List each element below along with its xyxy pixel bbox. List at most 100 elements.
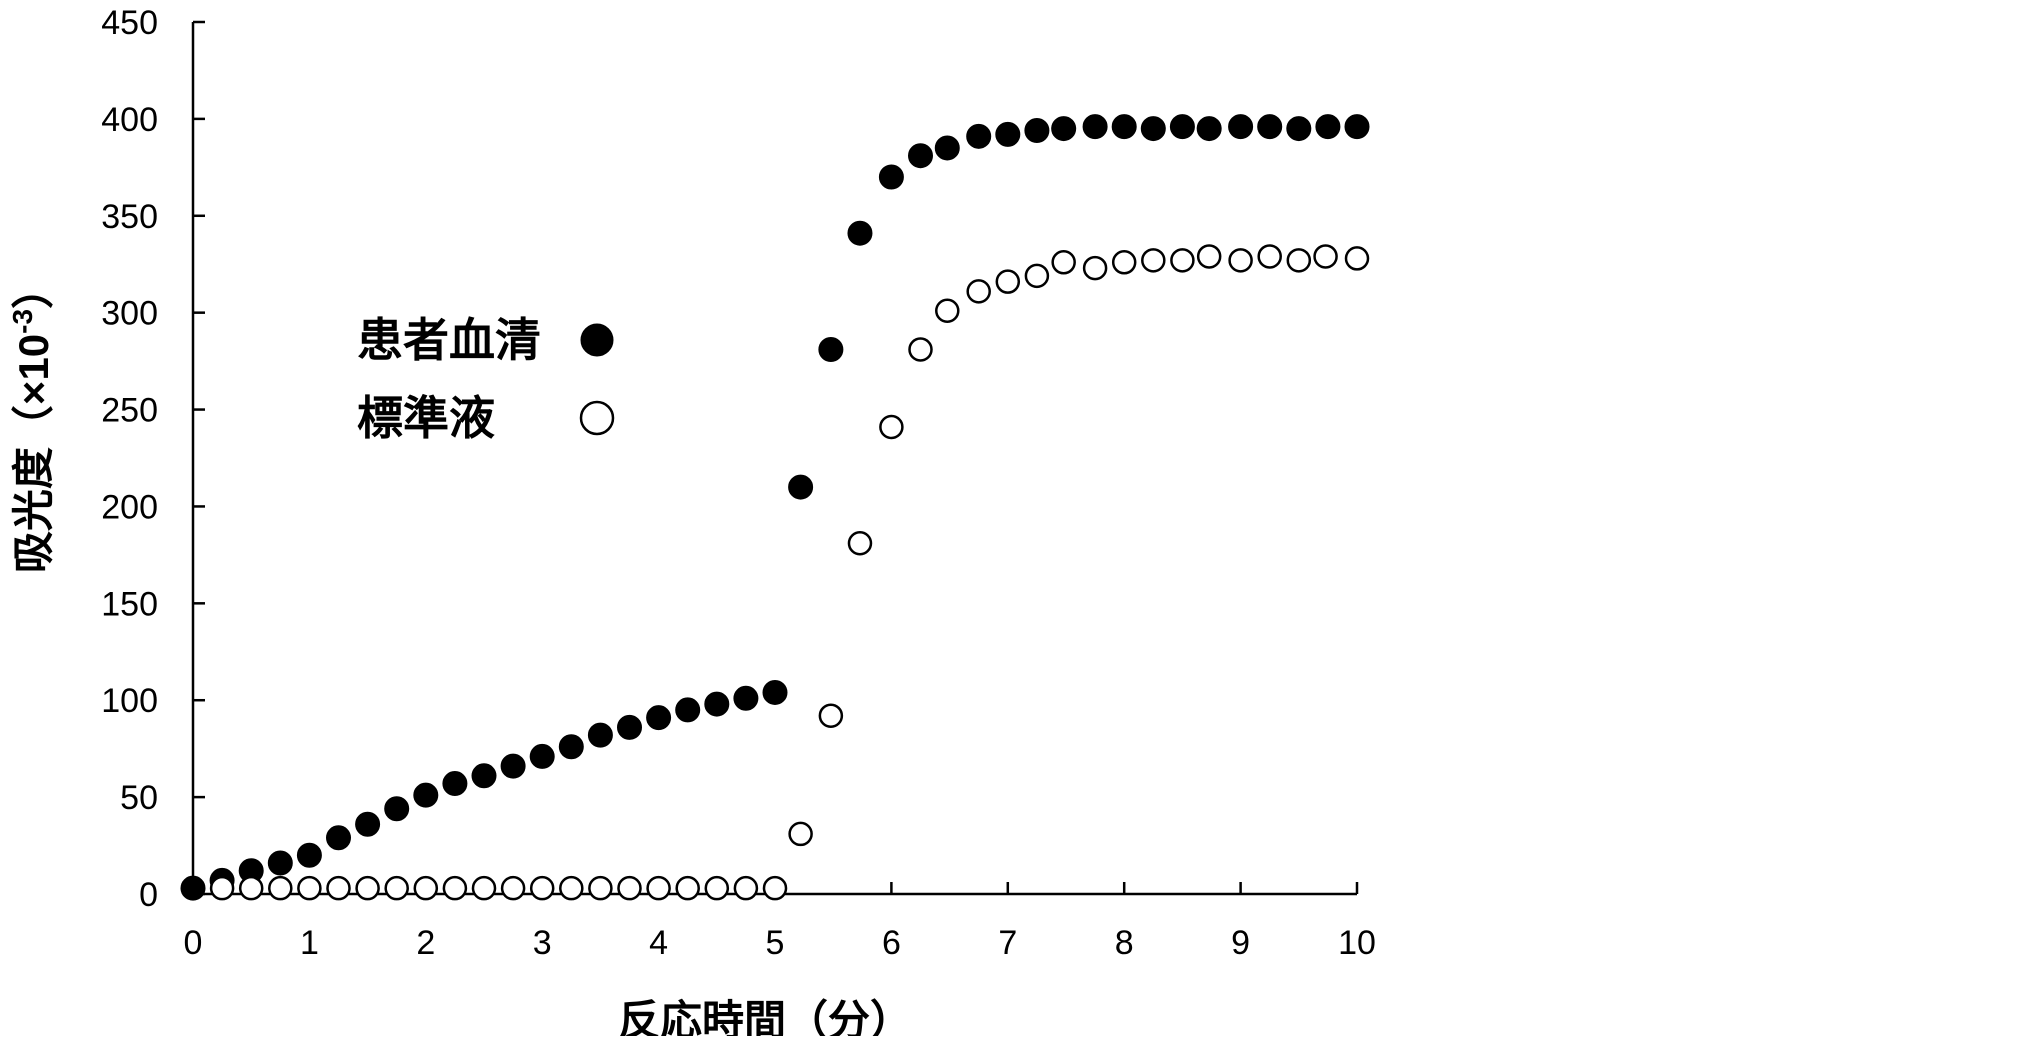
patient-serum-point — [500, 753, 526, 779]
standard-solution-point — [1051, 250, 1076, 275]
patient-serum-point — [355, 811, 381, 837]
patient-serum-point — [1257, 114, 1283, 140]
patient-serum-point — [413, 782, 439, 808]
x-tick-label: 7 — [998, 924, 1017, 962]
x-tick-label: 10 — [1338, 924, 1376, 962]
patient-serum-point — [1024, 118, 1050, 144]
patient-serum-point — [1344, 114, 1370, 140]
standard-solution-point — [966, 279, 991, 304]
patient-serum-point — [180, 875, 206, 901]
y-tick-label: 50 — [120, 779, 158, 817]
standard-solution-point — [1024, 263, 1050, 289]
legend-marker-2 — [579, 400, 615, 436]
x-tick-label: 2 — [416, 924, 435, 962]
standard-solution-point — [1257, 244, 1282, 269]
patient-serum-point — [966, 123, 992, 149]
standard-solution-point — [500, 875, 526, 901]
x-tick-label: 3 — [533, 924, 552, 962]
x-axis-title: 反応時間（分） — [618, 997, 912, 1036]
patient-serum-point — [704, 691, 730, 717]
standard-solution-point — [268, 875, 293, 901]
patient-serum-point — [617, 714, 642, 740]
patient-serum-point — [296, 842, 322, 868]
x-tick-label: 6 — [882, 924, 901, 962]
standard-solution-point — [471, 875, 497, 901]
y-tick-label: 200 — [101, 488, 158, 526]
y-tick-label: 150 — [101, 585, 158, 623]
standard-solution-point — [762, 875, 788, 901]
patient-serum-point — [1169, 114, 1195, 140]
standard-solution-point — [995, 269, 1021, 294]
series-2 — [209, 244, 1370, 901]
standard-solution-point — [238, 875, 264, 901]
standard-solution-point — [1286, 248, 1312, 273]
patient-serum-point — [1315, 114, 1341, 140]
standard-solution-point — [529, 875, 555, 901]
standard-solution-point — [413, 875, 439, 901]
standard-solution-point — [1344, 246, 1370, 271]
patient-serum-point — [471, 763, 497, 789]
patient-serum-point — [1196, 116, 1222, 142]
standard-solution-point — [733, 875, 759, 901]
standard-solution-point — [879, 414, 904, 440]
y-tick-label: 250 — [101, 392, 158, 430]
patient-serum-point — [558, 734, 584, 760]
patient-serum-point — [587, 722, 613, 748]
y-tick-label: 400 — [101, 101, 158, 139]
x-tick-label: 5 — [766, 924, 785, 962]
patient-serum-point — [908, 143, 933, 169]
patient-serum-point — [1111, 114, 1137, 140]
standard-solution-point — [442, 875, 468, 901]
patient-serum-point — [733, 685, 759, 711]
standard-solution-point — [847, 531, 873, 556]
standard-solution-point — [1313, 244, 1338, 269]
legend-label-1: 患者血清 — [357, 314, 541, 366]
legend-marker-1 — [580, 323, 614, 357]
patient-serum-point — [995, 121, 1021, 147]
patient-serum-point — [878, 164, 904, 190]
standard-solution-point — [908, 337, 933, 362]
patient-serum-point — [1082, 114, 1108, 140]
series-1 — [180, 114, 1370, 901]
patient-serum-point — [1286, 116, 1312, 142]
standard-solution-point — [588, 875, 613, 901]
patient-serum-point — [934, 135, 960, 161]
standard-solution-point — [355, 875, 380, 901]
data-points — [180, 114, 1370, 901]
tick-labels: 0 50 100 150 200 250 300 350 400 450 0 1 2 3 4 5 6 7 8 9 10 — [101, 4, 1376, 962]
patient-serum-point — [1140, 116, 1166, 142]
x-tick-label: 8 — [1115, 924, 1134, 962]
x-tick-label: 9 — [1231, 924, 1250, 962]
y-tick-label: 100 — [101, 682, 158, 720]
patient-serum-point — [847, 220, 873, 246]
standard-solution-point — [704, 875, 730, 901]
patient-serum-point — [818, 336, 844, 362]
y-tick-label: 300 — [101, 295, 158, 333]
axis-titles: 反応時間（分） 吸光度（×10-3） — [7, 267, 912, 1041]
standard-solution-point — [1196, 244, 1222, 269]
patient-serum-point — [529, 743, 555, 769]
x-tick-label: 1 — [300, 924, 319, 962]
patient-serum-point — [267, 850, 293, 876]
standard-solution-point — [818, 703, 844, 728]
legend-label-2: 標準液 — [357, 392, 495, 444]
standard-solution-point — [1170, 248, 1195, 273]
patient-serum-point — [442, 771, 468, 797]
standard-solution-point — [1111, 250, 1137, 275]
patient-serum-point — [326, 825, 351, 851]
standard-solution-point — [1082, 255, 1108, 281]
standard-solution-point — [1141, 248, 1166, 273]
standard-solution-point — [559, 875, 584, 901]
x-tick-label: 4 — [649, 924, 668, 962]
standard-solution-point — [209, 875, 235, 901]
standard-solution-point — [1228, 248, 1253, 273]
patient-serum-point — [1228, 114, 1254, 140]
standard-solution-point — [675, 875, 700, 901]
standard-solution-point — [935, 298, 960, 323]
x-tick-label: 0 — [184, 924, 203, 962]
patient-serum-point — [384, 796, 410, 822]
patient-serum-point — [788, 474, 814, 500]
standard-solution-point — [788, 821, 813, 847]
standard-solution-point — [384, 875, 409, 901]
